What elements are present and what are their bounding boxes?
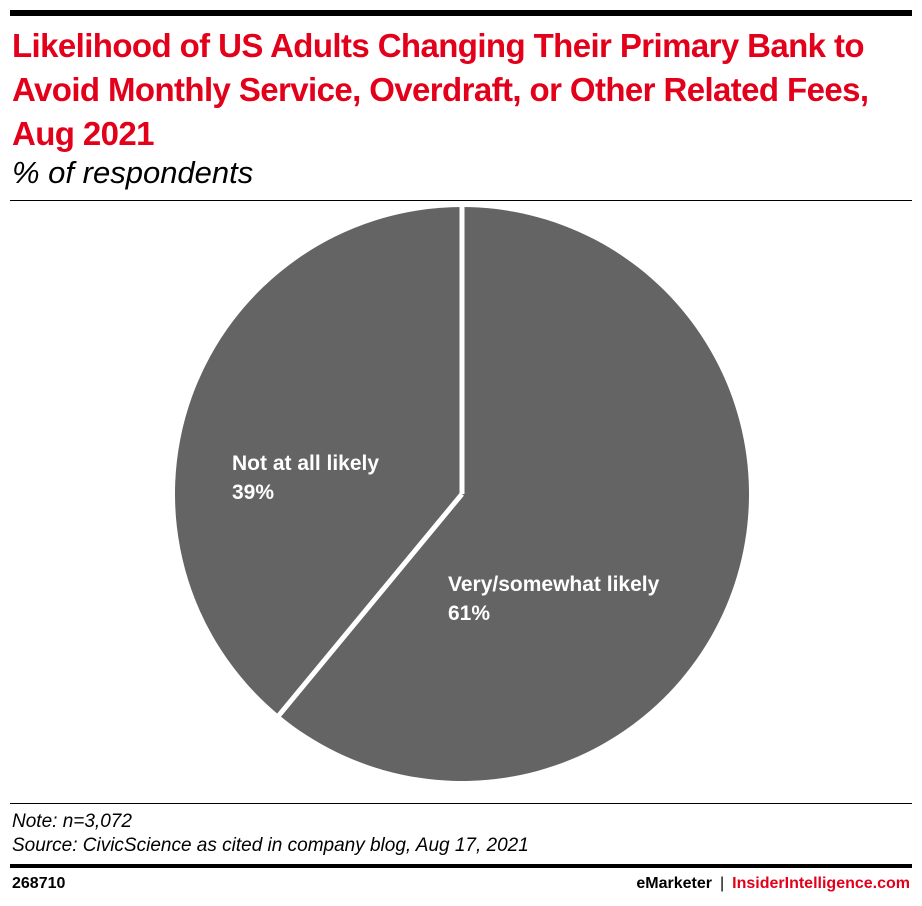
- top-rule: [10, 10, 912, 16]
- slice-value-label: 61%: [448, 602, 490, 625]
- header-divider: [10, 200, 912, 201]
- slice-label: Very/somewhat likely: [448, 573, 660, 596]
- slice-separator: [276, 492, 464, 718]
- branding: eMarketer | InsiderIntelligence.com: [636, 875, 910, 893]
- chart-subtitle: % of respondents: [12, 155, 254, 190]
- pie-chart: Very/somewhat likely 61% Not at all likely…: [175, 206, 749, 782]
- chart-title: Likelihood of US Adults Changing Their P…: [12, 27, 869, 152]
- brand-emarketer: eMarketer: [636, 875, 713, 892]
- pie-slice-not-at-all-likely: [175, 207, 463, 716]
- slice-label: Not at all likely: [232, 452, 379, 475]
- pie-slice-very-somewhat-likely: [279, 207, 749, 782]
- brand-insider-intelligence: InsiderIntelligence.com: [732, 875, 910, 892]
- slice-value-label: 39%: [232, 481, 274, 504]
- source-text: Source: CivicScience as cited in company…: [12, 835, 529, 856]
- brand-separator: |: [720, 875, 725, 892]
- chart-id: 268710: [12, 875, 66, 892]
- note-text: Note: n=3,072: [12, 811, 132, 832]
- footer-divider: [10, 803, 912, 804]
- bottom-rule: [10, 864, 912, 868]
